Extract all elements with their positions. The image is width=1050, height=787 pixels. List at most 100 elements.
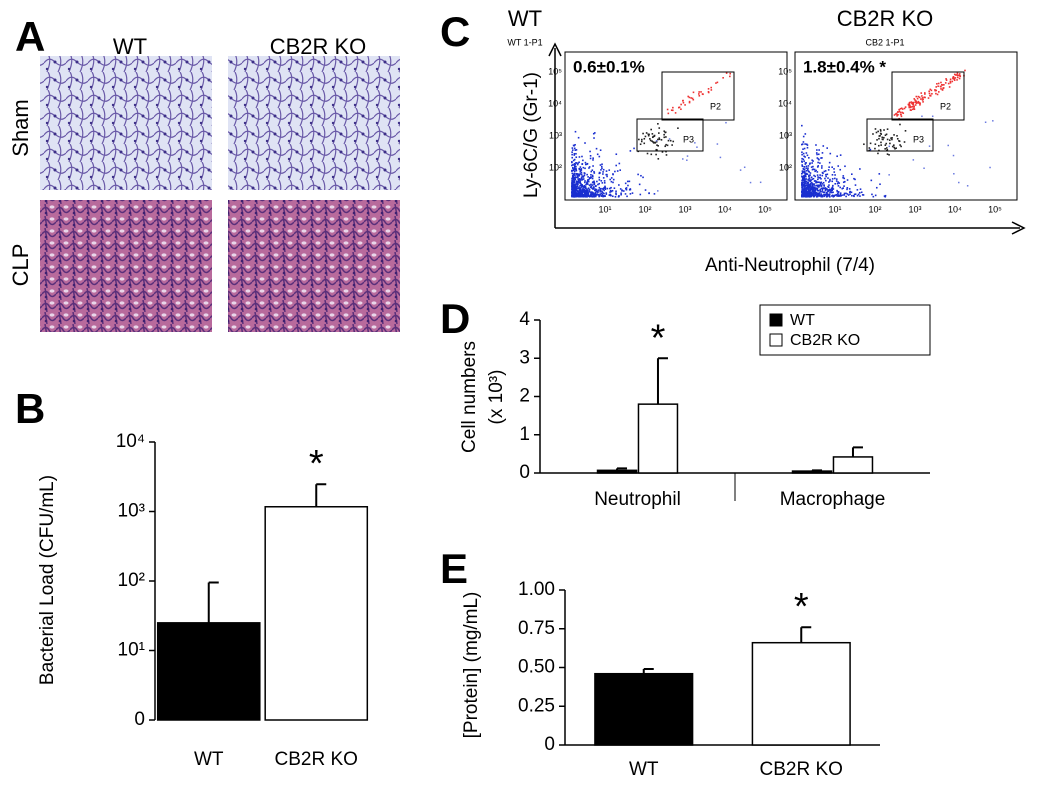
event-dot: [571, 191, 573, 194]
event-dot: [832, 188, 835, 190]
event-dot: [647, 134, 650, 137]
event-dot: [815, 152, 818, 154]
event-dot: [577, 182, 579, 185]
event-dot: [816, 189, 819, 192]
event-dot: [573, 165, 576, 168]
event-dot: [953, 78, 956, 81]
event-dot: [900, 107, 903, 110]
event-dot: [891, 137, 893, 139]
event-dot: [897, 113, 899, 116]
event-dot: [842, 175, 845, 177]
event-dot: [609, 194, 611, 197]
event-dot: [820, 193, 822, 195]
event-dot: [571, 185, 573, 188]
event-dot: [936, 83, 938, 85]
event-dot: [572, 176, 575, 179]
event-dot: [574, 186, 576, 189]
event-dot: [579, 180, 582, 182]
event-dot: [801, 178, 804, 180]
event-dot: [833, 168, 835, 170]
y-tick-label: 0: [519, 462, 530, 483]
event-dot: [812, 188, 815, 191]
event-dot: [610, 186, 612, 189]
event-dot: [814, 187, 817, 190]
event-dot: [801, 153, 803, 156]
event-dot: [725, 72, 728, 74]
event-dot: [805, 181, 807, 183]
event-dot: [869, 142, 872, 145]
event-dot: [651, 140, 653, 142]
event-dot: [610, 190, 613, 193]
event-dot: [571, 177, 574, 179]
event-dot: [854, 178, 856, 181]
event-dot: [602, 168, 605, 171]
event-dot: [874, 128, 877, 130]
event-dot: [807, 184, 810, 186]
event-dot: [602, 192, 604, 194]
event-dot: [625, 187, 627, 190]
event-dot: [579, 166, 582, 168]
gate-label: P3: [683, 134, 694, 144]
event-dot: [803, 182, 806, 185]
event-dot: [911, 105, 914, 108]
event-dot: [593, 172, 596, 174]
event-dot: [888, 174, 890, 176]
legend-label: WT: [790, 312, 815, 329]
event-dot: [829, 191, 831, 194]
event-dot: [952, 76, 955, 79]
event-dot: [912, 102, 914, 105]
event-dot: [843, 180, 846, 183]
event-dot: [805, 143, 808, 146]
event-dot: [869, 148, 872, 151]
event-dot: [918, 96, 921, 99]
event-dot: [823, 170, 826, 173]
event-dot: [804, 181, 806, 183]
event-dot: [818, 192, 821, 194]
event-dot: [816, 195, 818, 198]
error-bar: [800, 626, 812, 643]
event-dot: [878, 173, 881, 175]
event-dot: [596, 153, 599, 156]
event-dot: [574, 143, 576, 146]
event-dot: [589, 150, 591, 153]
event-dot: [984, 121, 987, 123]
event-dot: [574, 195, 576, 198]
event-dot: [806, 154, 809, 157]
event-dot: [574, 149, 577, 151]
event-dot: [593, 137, 595, 139]
event-dot: [585, 191, 587, 194]
event-dot: [820, 195, 823, 198]
event-dot: [597, 190, 599, 192]
event-dot: [628, 180, 631, 183]
event-dot: [698, 93, 700, 95]
event-dot: [583, 195, 586, 198]
event-dot: [571, 188, 573, 191]
event-dot: [825, 191, 828, 194]
event-dot: [609, 187, 611, 190]
event-dot: [573, 180, 576, 182]
event-dot: [571, 179, 574, 182]
event-dot: [591, 195, 593, 198]
event-dot: [816, 153, 818, 156]
event-dot: [912, 103, 915, 106]
y-tick-label: 1.00: [518, 579, 555, 600]
event-dot: [665, 143, 667, 146]
event-dot: [804, 179, 806, 181]
event-dot: [936, 93, 939, 96]
event-dot: [921, 97, 924, 99]
x-tick-label: Macrophage: [780, 489, 886, 510]
event-dot: [614, 170, 616, 173]
event-dot: [810, 166, 813, 168]
event-dot: [591, 181, 594, 184]
event-dot: [667, 112, 670, 115]
event-dot: [573, 188, 576, 190]
y-tick-label: 10⁵: [778, 66, 792, 76]
event-dot: [802, 181, 805, 184]
event-dot: [573, 164, 576, 167]
event-dot: [582, 159, 584, 162]
event-dot: [834, 177, 836, 180]
event-dot: [836, 189, 838, 192]
event-dot: [818, 176, 821, 179]
x-tick-label: 10³: [908, 204, 921, 214]
legend-swatch: [769, 313, 783, 327]
